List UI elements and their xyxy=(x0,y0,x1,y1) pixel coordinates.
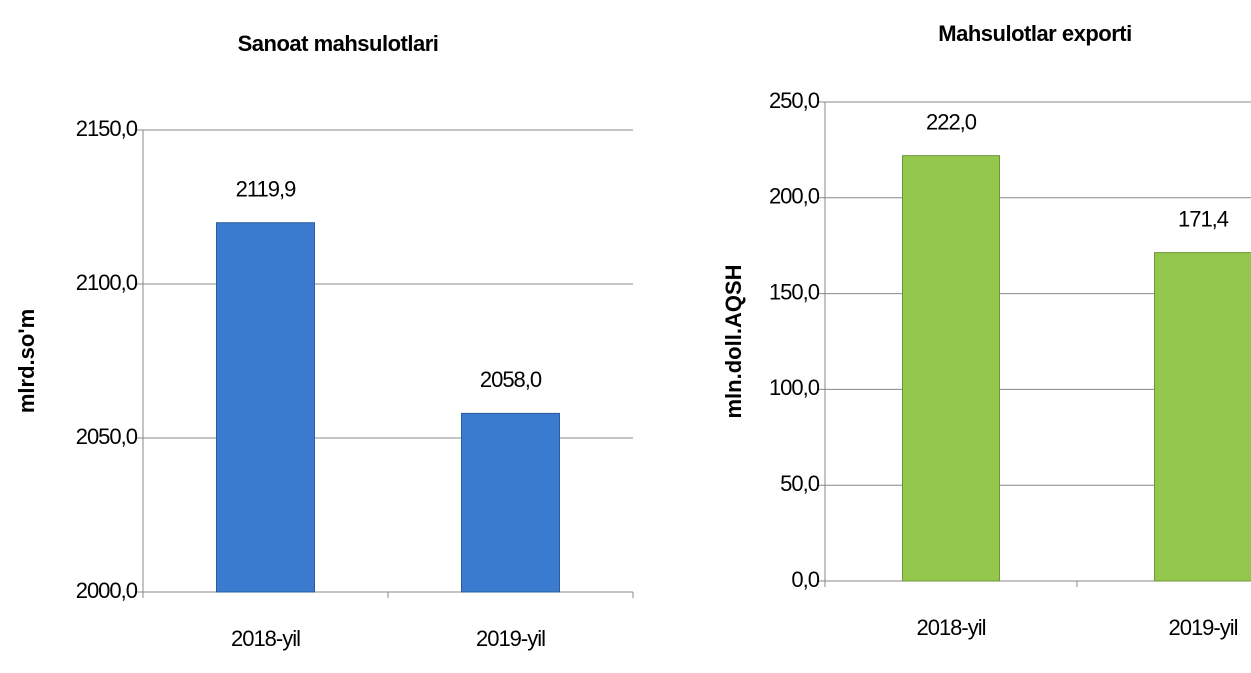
y-tick-label: 100,0 xyxy=(769,375,820,400)
y-axis-label: mlrd.so'm xyxy=(14,309,39,413)
x-tick-label: 2019-yil xyxy=(476,626,545,651)
bar xyxy=(461,412,560,593)
bar xyxy=(902,155,1000,582)
x-tick-label: 2019-yil xyxy=(1168,615,1237,640)
y-tick-label: 0,0 xyxy=(791,567,819,592)
y-tick-label: 50,0 xyxy=(780,471,820,496)
y-tick-label: 2000,0 xyxy=(76,578,138,603)
y-tick-label: 200,0 xyxy=(769,184,820,209)
data-label: 171,4 xyxy=(1178,206,1229,231)
y-tick-label: 250,0 xyxy=(769,88,820,113)
chart-title: Mahsulotlar exporti xyxy=(938,21,1131,46)
bar xyxy=(1154,252,1251,582)
chart-title: Sanoat mahsulotlari xyxy=(238,31,439,56)
bar xyxy=(216,222,315,593)
data-label: 2058,0 xyxy=(480,367,542,392)
y-tick-label: 150,0 xyxy=(769,279,820,304)
x-tick-label: 2018-yil xyxy=(916,615,985,640)
data-label: 2119,9 xyxy=(236,177,296,202)
x-tick-label: 2018-yil xyxy=(231,626,300,651)
y-axis-label: mln.doll.AQSH xyxy=(721,265,746,419)
y-tick-label: 2050,0 xyxy=(76,424,138,449)
y-tick-label: 2100,0 xyxy=(76,270,138,295)
y-tick-label: 2150,0 xyxy=(76,116,138,141)
data-label: 222,0 xyxy=(926,109,977,134)
